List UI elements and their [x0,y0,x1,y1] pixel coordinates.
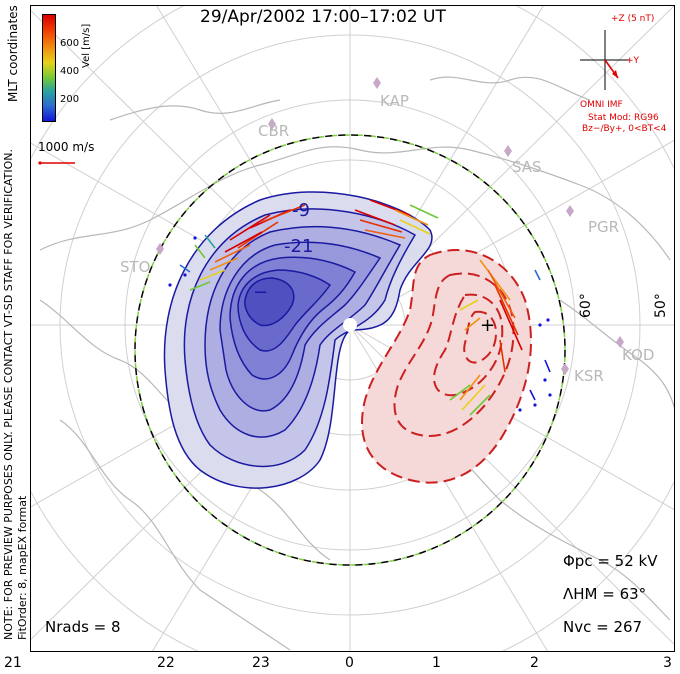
station-kap: KAP [380,92,409,110]
mlt-tick-1: 1 [432,655,441,671]
vector-dots [168,236,552,412]
reference-vector-label: 1000 m/s [38,140,95,154]
imf-condition: Bz−/By+, 0<BT<4 [582,124,667,134]
potential-min-marker: − [253,282,269,303]
velocity-colorbar [42,14,56,122]
plot-title: 29/Apr/2002 17:00–17:02 UT [200,7,446,27]
imf-scale: +Z (5 nT) [611,14,655,24]
hm-boundary-latitude: ΛHM = 63° [563,585,647,603]
station-cbr: CBR [258,122,290,140]
map-frame [30,5,675,652]
imf-source: OMNI IMF [580,100,623,110]
magnetic-pole [343,318,357,332]
imf-clock [580,30,630,90]
colorbar-tick-600: 600 [60,38,80,49]
mlt-tick-0: 0 [345,655,354,671]
colorbar-tick-400: 400 [60,66,80,77]
contour-label-minus9: -9 [292,200,310,221]
latitude-60: 60° [578,293,594,318]
station-pgr: PGR [588,218,620,236]
colorbar-label: Vel [m/s] [81,23,92,68]
radar-count: Nrads = 8 [45,618,121,636]
preview-note: NOTE: FOR PREVIEW PURPOSES ONLY. PLEASE … [2,148,15,640]
latitude-50: 50° [653,293,669,318]
vector-count: Nvc = 267 [563,618,643,636]
mlt-tick-21: 21 [4,655,22,671]
station-kod: KOD [622,346,655,364]
contour-label-minus21: -21 [284,236,314,257]
imf-y-label: +Y [626,56,640,66]
cross-polar-potential: Φpc = 52 kV [563,552,658,570]
potential-max-marker: + [480,315,496,336]
station-sas: SAS [512,158,542,176]
station-markers [156,77,624,375]
velocity-vectors [179,199,551,416]
colorbar-tick-200: 200 [60,94,80,105]
dawn-cell [361,249,532,484]
mlt-tick-2: 2 [530,655,539,671]
mlt-tick-3: 3 [663,655,672,671]
dusk-cell [163,191,433,489]
stat-model: Stat Mod: RG96 [588,113,659,123]
station-ksr: KSR [574,367,604,385]
mlt-tick-23: 23 [252,655,270,671]
coords-label: MLT coordinates [6,5,20,102]
fit-order-note: FitOrder: 8, mapEX format [16,495,29,640]
station-sto: STO [120,258,151,276]
mlt-tick-22: 22 [157,655,175,671]
